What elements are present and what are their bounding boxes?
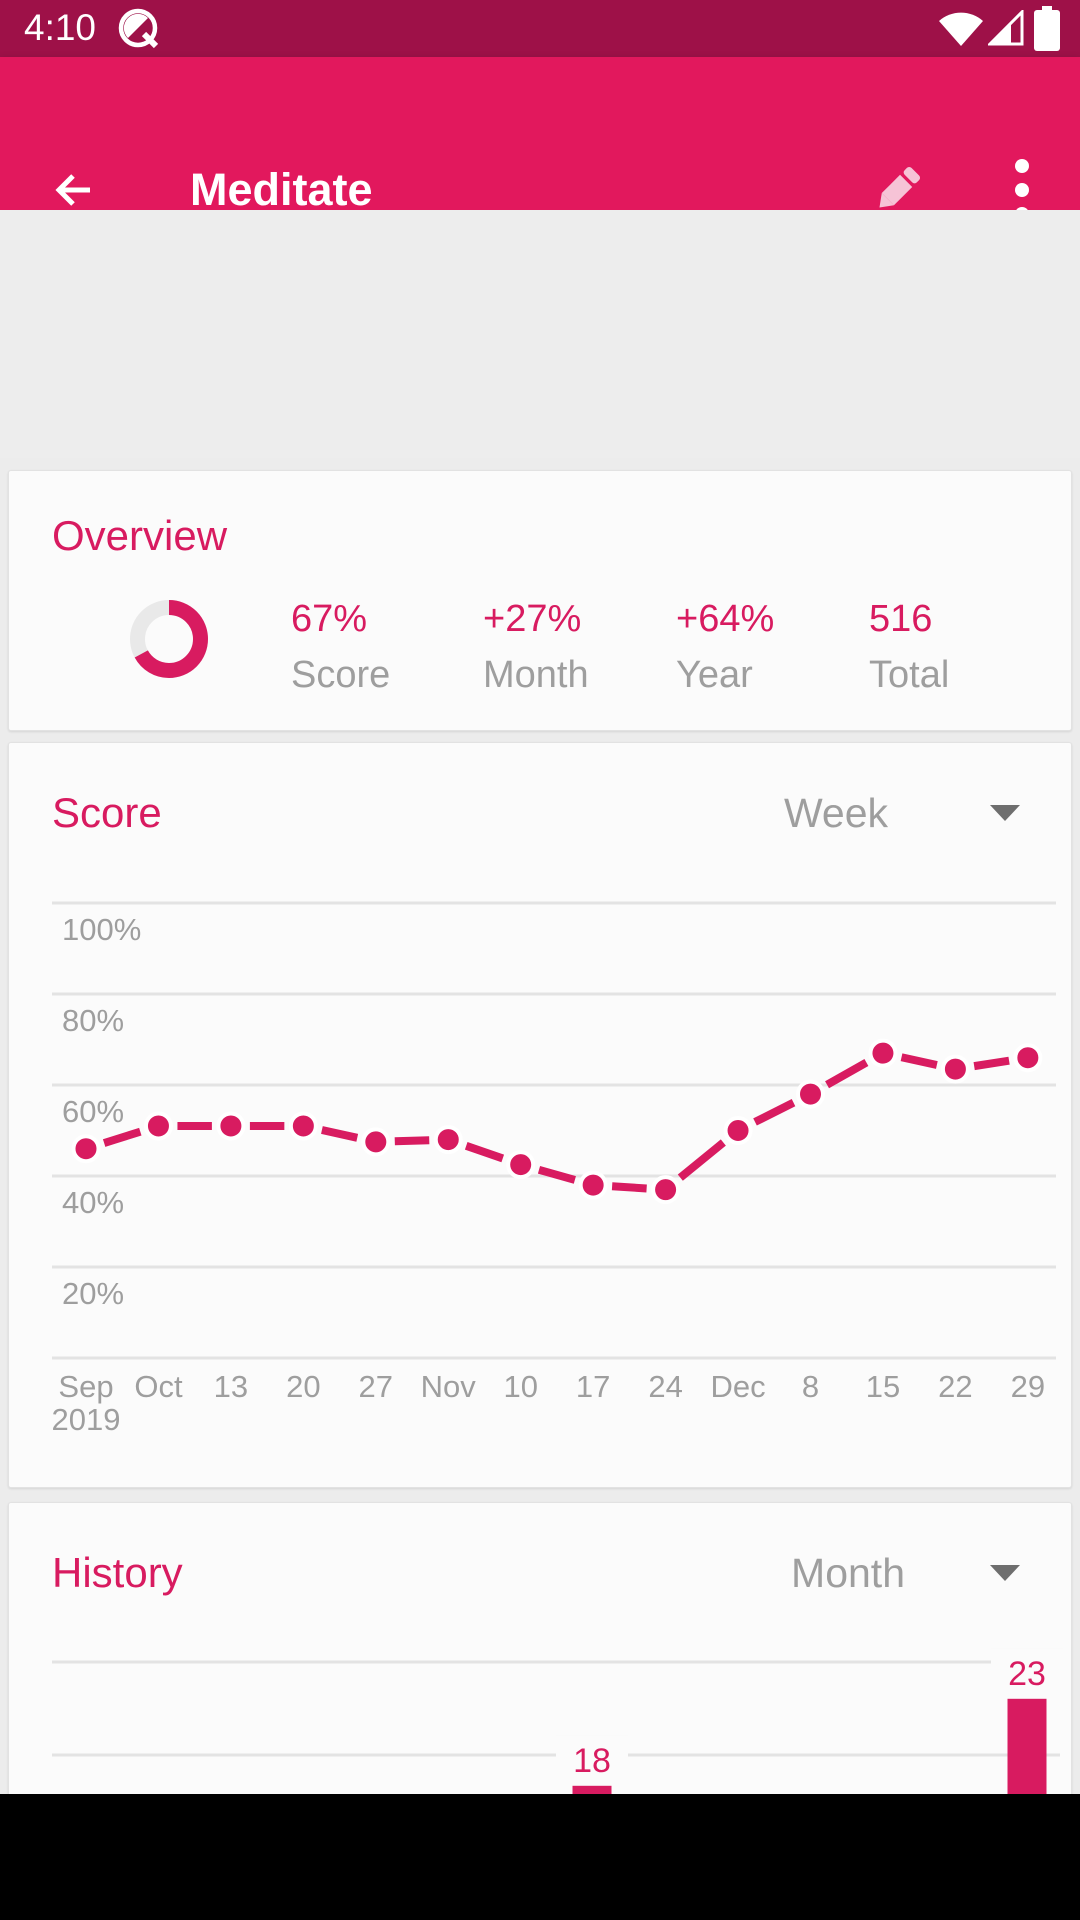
- svg-text:40%: 40%: [62, 1185, 124, 1220]
- svg-text:Dec: Dec: [710, 1369, 765, 1404]
- chevron-down-icon[interactable]: [990, 805, 1020, 821]
- svg-text:24: 24: [648, 1369, 682, 1404]
- svg-text:29: 29: [1011, 1369, 1045, 1404]
- back-button[interactable]: [38, 154, 110, 226]
- svg-text:27: 27: [359, 1369, 393, 1404]
- svg-text:60%: 60%: [62, 1094, 124, 1129]
- svg-text:20: 20: [286, 1369, 320, 1404]
- battery-icon: [1034, 6, 1060, 51]
- stat-total: 516 Total: [869, 596, 949, 698]
- svg-text:22: 22: [938, 1369, 972, 1404]
- overview-card: [8, 470, 1072, 731]
- svg-text:18: 18: [573, 1742, 611, 1780]
- stat-total-value: 516: [869, 598, 933, 640]
- edit-button[interactable]: [861, 154, 933, 226]
- svg-text:Nov: Nov: [421, 1369, 477, 1404]
- android-q-notification-icon: [118, 8, 159, 49]
- svg-text:17: 17: [576, 1369, 610, 1404]
- wifi-icon: [939, 12, 983, 46]
- stat-score: 67% Score: [291, 596, 390, 698]
- svg-text:8: 8: [802, 1369, 819, 1404]
- page-title: Meditate: [190, 164, 373, 215]
- svg-text:100%: 100%: [62, 912, 141, 947]
- score-heading: Score: [52, 789, 162, 836]
- history-heading: History: [52, 1549, 183, 1596]
- svg-text:80%: 80%: [62, 1003, 124, 1038]
- stat-month: +27% Month: [483, 596, 589, 698]
- svg-text:23: 23: [1008, 1655, 1046, 1693]
- stat-score-label: Score: [291, 654, 391, 696]
- cellular-signal-icon: [988, 10, 1024, 46]
- overview-heading: Overview: [52, 512, 228, 559]
- arrow-back-icon: [55, 174, 90, 206]
- svg-text:15: 15: [866, 1369, 900, 1404]
- svg-text:2019: 2019: [52, 1402, 121, 1437]
- score-ring-chart: [130, 600, 208, 678]
- habit-question-section: Did you meditate for at least 10 minutes…: [0, 210, 1080, 632]
- history-range-selector[interactable]: Month: [791, 1550, 905, 1596]
- svg-text:10: 10: [503, 1369, 537, 1404]
- pencil-icon: [879, 166, 921, 208]
- app-bar: Meditate: [0, 57, 1080, 221]
- svg-text:Oct: Oct: [134, 1369, 183, 1404]
- stat-month-value: +27%: [483, 598, 582, 640]
- stat-total-label: Total: [869, 654, 950, 696]
- stat-year-label: Year: [676, 654, 753, 696]
- svg-text:20%: 20%: [62, 1276, 124, 1311]
- chevron-down-icon[interactable]: [990, 1565, 1020, 1581]
- stat-score-value: 67%: [291, 598, 368, 640]
- svg-text:Sep: Sep: [58, 1369, 113, 1404]
- stat-month-label: Month: [483, 654, 589, 696]
- status-time: 4:10: [24, 7, 97, 48]
- score-line-chart: 100% 80% 60% 40% 20% Sep Oct 13 20 27 Nov 10 17 24 Dec…: [52, 901, 1056, 1437]
- navigation-bar: [0, 1794, 1080, 1920]
- score-range-selector[interactable]: Week: [783, 790, 888, 836]
- score-card: [8, 742, 1072, 1488]
- stat-year-value: +64%: [676, 598, 775, 640]
- svg-text:13: 13: [214, 1369, 248, 1404]
- stat-year: +64% Year: [676, 596, 774, 698]
- status-bar: 4:10: [0, 0, 1080, 57]
